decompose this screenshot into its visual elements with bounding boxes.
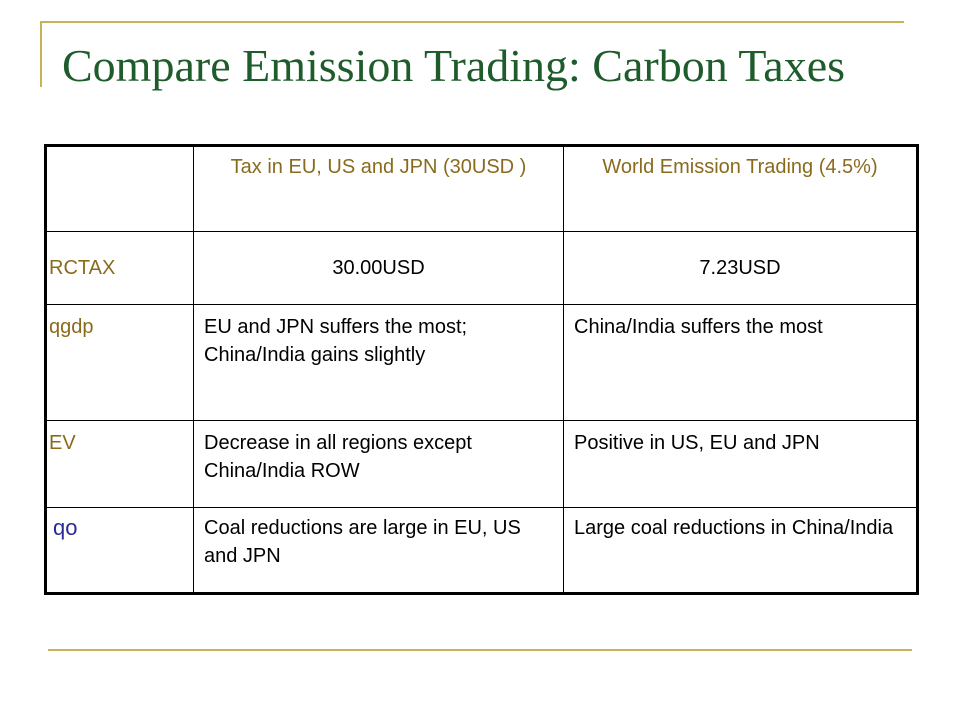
row-label-ev: EV: [44, 420, 194, 508]
row-label-rctax: RCTAX: [44, 231, 194, 305]
slide-title: Compare Emission Trading: Carbon Taxes: [62, 40, 846, 91]
cell-ev-trading: Positive in US, EU and JPN: [563, 420, 919, 508]
top-gold-rule: [40, 21, 904, 23]
table-row: qo Coal reductions are large in EU, US a…: [44, 507, 919, 595]
header-carbon-tax: Tax in EU, US and JPN (30USD ): [193, 144, 564, 232]
table-row: RCTAX 30.00USD 7.23USD: [44, 231, 919, 305]
corner-cell: [44, 144, 194, 232]
left-gold-rule: [40, 21, 42, 87]
table-header-row: Tax in EU, US and JPN (30USD ) World Emi…: [44, 144, 919, 232]
row-label-qgdp: qgdp: [44, 304, 194, 421]
comparison-table: Tax in EU, US and JPN (30USD ) World Emi…: [44, 144, 919, 595]
cell-qo-trading: Large coal reductions in China/India: [563, 507, 919, 595]
cell-ev-tax: Decrease in all regions except China/Ind…: [193, 420, 564, 508]
row-label-qo: qo: [44, 507, 194, 595]
cell-qo-tax: Coal reductions are large in EU, US and …: [193, 507, 564, 595]
cell-qgdp-tax: EU and JPN suffers the most; China/India…: [193, 304, 564, 421]
cell-rctax-trading: 7.23USD: [563, 231, 919, 305]
bottom-gold-rule: [48, 649, 912, 651]
table-row: EV Decrease in all regions except China/…: [44, 420, 919, 508]
header-emission-trading: World Emission Trading (4.5%): [563, 144, 919, 232]
cell-rctax-tax: 30.00USD: [193, 231, 564, 305]
cell-qgdp-trading: China/India suffers the most: [563, 304, 919, 421]
table-row: qgdp EU and JPN suffers the most; China/…: [44, 304, 919, 421]
